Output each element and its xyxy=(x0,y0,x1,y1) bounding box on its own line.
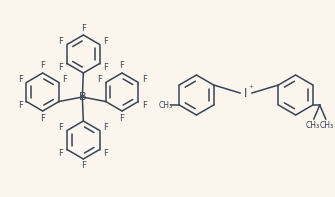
Text: F: F xyxy=(63,74,67,84)
Text: CH₃: CH₃ xyxy=(320,121,334,129)
Text: F: F xyxy=(40,113,45,123)
Text: F: F xyxy=(120,113,125,123)
Text: B: B xyxy=(78,92,86,102)
Text: F: F xyxy=(142,74,147,84)
Text: I: I xyxy=(244,86,248,99)
Text: F: F xyxy=(81,23,86,33)
Text: F: F xyxy=(40,61,45,71)
Text: F: F xyxy=(59,149,63,157)
Text: F: F xyxy=(59,36,63,46)
Text: F: F xyxy=(18,100,23,110)
Text: +: + xyxy=(248,84,254,88)
Text: F: F xyxy=(59,123,63,132)
Text: CH₃: CH₃ xyxy=(306,121,320,129)
Text: F: F xyxy=(103,123,108,132)
Text: F: F xyxy=(142,100,147,110)
Text: CH₃: CH₃ xyxy=(158,101,173,110)
Text: F: F xyxy=(120,61,125,71)
Text: F: F xyxy=(18,74,23,84)
Text: F: F xyxy=(103,62,108,72)
Text: F: F xyxy=(103,149,108,157)
Text: F: F xyxy=(81,162,86,170)
Text: F: F xyxy=(97,74,102,84)
Text: F: F xyxy=(59,62,63,72)
Text: F: F xyxy=(103,36,108,46)
